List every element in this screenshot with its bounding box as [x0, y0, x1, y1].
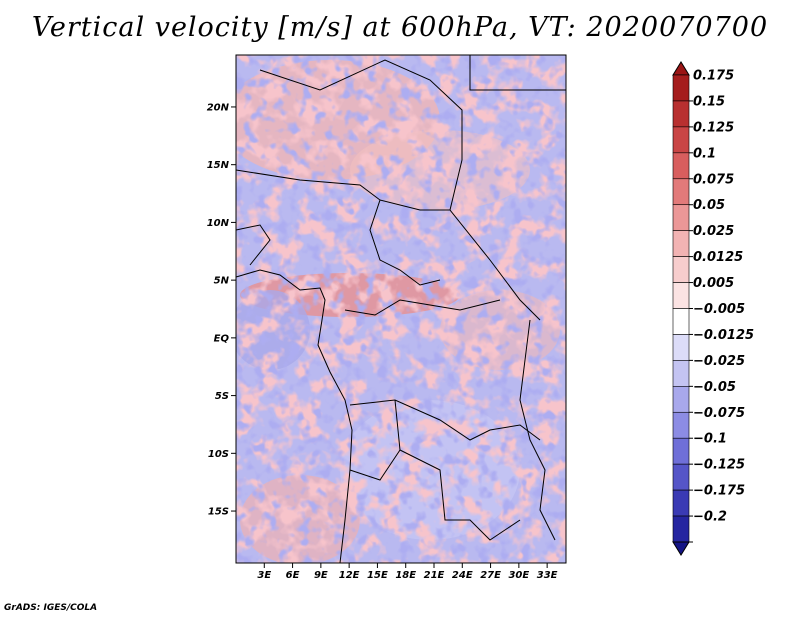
colorbar-swatch [672, 463, 690, 491]
colorbar-swatch [672, 515, 690, 543]
colorbar-swatch [672, 308, 690, 335]
lat-tick-label: 5S [215, 391, 229, 402]
lon-tick-label: 12E [339, 570, 360, 581]
lon-tick-label: 30E [508, 570, 529, 581]
colorbar: 0.175 0.15 0.125 0.1 0.075 0.05 0.025 0.0125 0.0… [672, 61, 754, 556]
colorbar-swatch [672, 334, 690, 361]
colorbar-swatch [672, 360, 690, 387]
colorbar-swatch [672, 411, 690, 439]
colorbar-label: −0.1 [693, 432, 727, 447]
lat-tick-label: 15N [207, 160, 230, 171]
colorbar-label: −0.125 [693, 458, 745, 473]
lon-tick-label: 6E [286, 570, 300, 581]
colorbar-swatch [672, 256, 690, 283]
colorbar-label: 0.025 [693, 224, 734, 239]
lon-tick-label: 9E [314, 570, 328, 581]
grads-credit: GrADS: IGES/COLA [4, 603, 98, 613]
colorbar-swatch [672, 152, 690, 180]
velocity-field [236, 55, 566, 563]
lon-tick-label: 24E [452, 570, 473, 581]
colorbar-label: 0.0125 [693, 250, 743, 265]
colorbar-swatch [672, 178, 690, 206]
lon-tick-label: 21E [424, 570, 445, 581]
colorbar-swatch [672, 489, 690, 517]
colorbar-swatch [672, 282, 690, 309]
lon-tick-label: 33E [537, 570, 558, 581]
colorbar-label: 0.005 [693, 276, 734, 291]
lat-tick-label: 20N [207, 102, 230, 113]
colorbar-swatch [672, 74, 690, 102]
lat-tick-label: 10S [208, 449, 229, 460]
lon-tick-label: 15E [367, 570, 388, 581]
colorbar-label: −0.0125 [693, 328, 754, 343]
colorbar-min-arrow [672, 541, 690, 556]
lon-tick-label: 3E [257, 570, 271, 581]
lon-tick-label: 27E [480, 570, 501, 581]
lat-tick-label: EQ [214, 333, 230, 344]
colorbar-swatch [672, 386, 690, 413]
colorbar-swatch [672, 100, 690, 128]
latitude-axis: 20N 15N 10N 5N EQ 5S 10S 15S [207, 102, 236, 518]
lat-tick-label: 15S [208, 507, 229, 518]
colorbar-label: −0.05 [693, 380, 736, 395]
colorbar-label: −0.2 [693, 510, 727, 525]
colorbar-label: −0.025 [693, 354, 745, 369]
colorbar-label: −0.075 [693, 406, 745, 421]
colorbar-label: 0.125 [693, 120, 734, 135]
colorbar-max-arrow [672, 61, 690, 76]
colorbar-swatch [672, 437, 690, 465]
colorbar-swatch [672, 230, 690, 257]
colorbar-label: 0.15 [693, 94, 725, 109]
colorbar-label: −0.175 [693, 484, 745, 499]
colorbar-label: 0.175 [693, 69, 734, 84]
longitude-axis: 3E 6E 9E 12E 15E 18E 21E 24E 27E 30E 33E [257, 563, 558, 581]
colorbar-label: 0.1 [693, 146, 716, 161]
colorbar-label: 0.05 [693, 198, 725, 213]
colorbar-swatch [672, 204, 690, 231]
lat-tick-label: 5N [214, 276, 230, 287]
colorbar-label: 0.075 [693, 172, 734, 187]
colorbar-label: −0.005 [693, 302, 745, 317]
colorbar-swatch [672, 126, 690, 154]
map-title: Vertical velocity [m/s] at 600hPa, VT: 2… [31, 12, 769, 43]
map-frame [235, 54, 567, 564]
lon-tick-label: 18E [395, 570, 416, 581]
lat-tick-label: 10N [207, 218, 230, 229]
